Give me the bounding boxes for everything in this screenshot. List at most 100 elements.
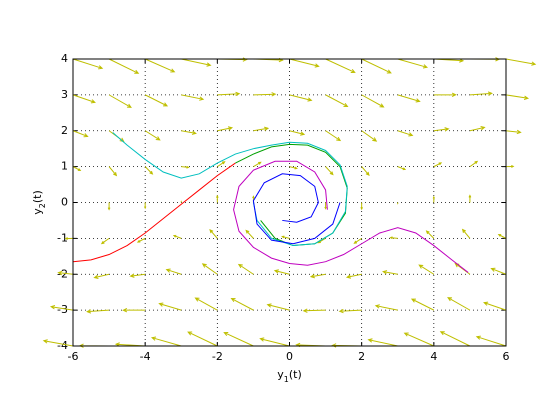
vector-arrow [237,263,254,275]
vector-arrow [187,331,218,347]
vector-arrow [201,263,218,275]
vector-arrow [144,166,154,175]
vector-arrow [469,160,479,168]
vector-arrow [93,273,110,279]
vector-arrow [100,237,110,245]
vector-arrow [42,339,74,347]
vector-arrow [122,307,146,313]
vector-arrow [397,94,421,103]
vector-arrow [144,130,161,141]
y-tick-label: -1 [57,231,68,244]
vector-arrow [181,130,197,135]
vector-arrow [367,338,398,347]
vector-arrow [432,195,436,203]
vector-arrow [505,94,530,100]
vector-arrow [361,58,392,74]
vector-arrow [418,264,435,275]
vector-arrow [433,162,443,168]
vector-arrow [469,91,493,96]
vector-arrow [216,194,219,203]
vector-arrow [397,58,429,69]
vector-arrow [230,297,254,311]
vector-arrow [289,58,320,68]
vector-arrow [181,94,205,101]
vector-arrow [108,58,140,74]
vector-arrow [72,166,82,172]
vector-arrow [505,129,522,135]
vector-arrow [374,304,398,311]
y-tick-label: -2 [57,267,68,280]
x-tick-label: 2 [358,350,365,363]
vector-arrow [325,94,349,108]
vector-arrow [181,165,190,169]
vector-arrow [447,297,471,311]
trajectory [252,173,341,245]
vector-arrow [129,273,146,278]
vector-arrow [468,194,472,203]
y-axis-label: y2(t) [31,190,47,215]
vector-arrow [425,230,435,239]
vector-arrow [397,166,407,171]
x-axis-label: y1(t) [277,368,302,384]
vector-arrow [165,268,182,275]
vector-arrow [108,94,132,108]
x-tick-label: 6 [503,350,510,363]
vector-arrow [483,301,507,311]
vector-arrow [49,305,74,311]
vector-arrow [273,269,290,275]
vector-arrow [64,237,74,240]
vector-arrow [461,228,471,239]
vector-arrow [72,94,96,104]
trajectory [233,160,469,273]
vector-arrow [209,229,218,239]
vector-arrow [217,161,226,168]
vector-arrow [302,308,326,313]
vector-arrow [433,92,457,98]
vector-arrow [403,332,435,347]
vector-arrow [281,235,290,239]
vector-arrow [217,91,241,97]
y-tick-label: -3 [57,303,68,316]
vector-arrow [325,166,334,176]
vector-arrow [469,126,486,132]
vector-arrow [253,161,262,168]
y-tick-label: 0 [61,196,68,209]
vector-arrow [72,58,104,70]
vector-arrow [223,332,254,347]
vector-arrow [325,58,356,73]
vector-arrow [505,58,537,66]
vector-arrow [107,202,111,211]
y-tick-label: 3 [61,88,68,101]
y-tick-label: 4 [61,52,68,65]
vector-arrow [475,335,507,347]
vector-arrow [361,130,378,142]
vector-arrow [497,233,507,239]
vector-arrow [397,130,414,137]
vector-arrow [194,297,218,311]
x-tick-label: -6 [68,350,79,363]
vector-arrow [143,202,147,210]
vector-arrow [217,126,234,132]
vector-arrow [353,237,362,244]
axes-frame [72,58,507,347]
vector-arrow [108,166,118,177]
x-tick-label: -4 [140,350,151,363]
y-tick-label: 1 [61,160,68,173]
y-tick-label: 2 [61,124,68,137]
vector-arrow [382,270,398,275]
x-tick-label: 0 [286,350,293,363]
vector-arrow [136,237,146,243]
vector-arrow [505,165,515,168]
vector-arrow [345,273,362,279]
vector-arrow [433,127,450,132]
vector-arrow [361,94,385,108]
vector-arrow [150,336,182,347]
vector-arrow [144,58,176,73]
vector-arrow [245,229,254,239]
vector-arrow [266,303,290,311]
vector-arrow [57,270,74,276]
vector-arrow [490,267,507,275]
vector-arrow [158,302,182,311]
